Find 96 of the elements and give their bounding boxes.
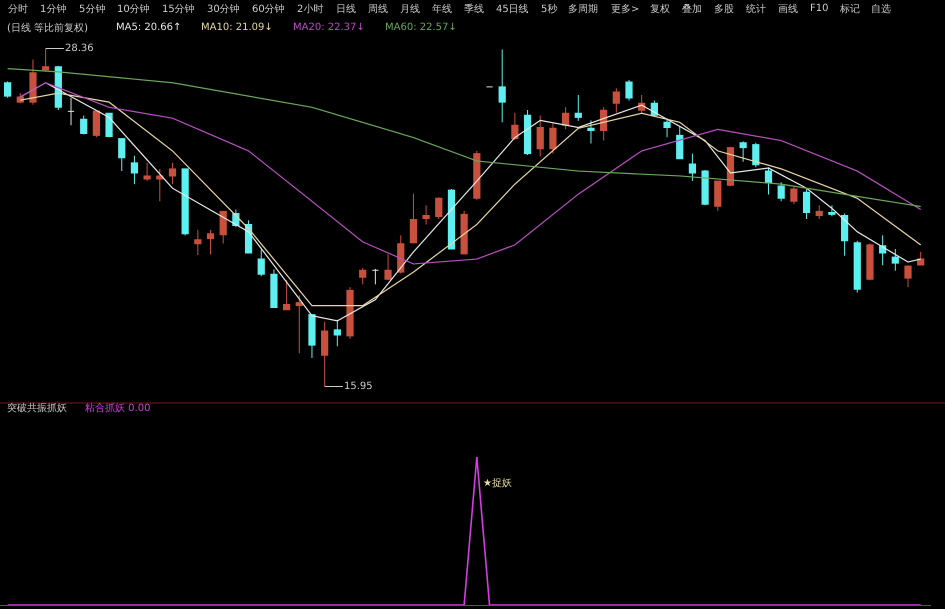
candlestick	[587, 120, 595, 144]
candlestick	[92, 110, 100, 138]
text: F10	[810, 3, 828, 14]
candlestick	[168, 162, 176, 185]
annotation: 15.95	[344, 381, 373, 392]
text: 叠加	[682, 3, 702, 15]
candlestick	[410, 193, 418, 244]
candlestick	[562, 106, 570, 130]
text: 粘合抓妖 0.00	[85, 402, 150, 414]
candlestick	[4, 80, 12, 98]
candlestick	[346, 286, 354, 340]
text: MA60: 22.57↓	[385, 22, 457, 33]
candlestick	[182, 168, 189, 236]
candlestick	[840, 213, 848, 256]
text: 30分钟	[207, 3, 240, 15]
text: 自选	[871, 3, 891, 15]
candlestick	[270, 268, 278, 308]
candlestick	[701, 169, 709, 206]
candlestick	[511, 112, 518, 140]
candlestick	[156, 168, 164, 202]
candlestick	[384, 254, 392, 281]
text: 日线	[336, 3, 356, 15]
text: 复权	[650, 3, 670, 15]
text: 60分钟	[252, 3, 285, 15]
candlestick	[258, 249, 265, 277]
candlestick	[625, 80, 633, 101]
text: 更多>	[611, 3, 640, 15]
annotation: 28.36	[65, 43, 94, 54]
text: 15分钟	[162, 3, 195, 15]
candlestick	[206, 229, 214, 255]
text: 周线	[368, 3, 388, 15]
candlestick	[422, 204, 430, 225]
candlestick	[524, 110, 532, 156]
candlestick	[764, 166, 772, 195]
candlestick	[790, 186, 798, 205]
candlestick	[549, 123, 557, 154]
text: 10分钟	[117, 3, 150, 15]
candlestick	[334, 319, 341, 347]
candlestick	[80, 114, 88, 136]
candlestick	[612, 88, 620, 114]
text: MA5: 20.66↑	[116, 22, 182, 33]
candlestick	[663, 118, 671, 138]
text: 1分钟	[40, 3, 66, 15]
candlestick	[740, 140, 747, 162]
text: MA10: 21.09↓	[201, 22, 273, 33]
candlestick	[752, 142, 760, 168]
candlestick	[714, 180, 722, 212]
candlestick	[194, 229, 202, 256]
candlestick	[460, 210, 468, 255]
text: 5分钟	[79, 3, 106, 15]
chart-title: (日线 等比前复权)	[7, 22, 88, 34]
candlestick	[435, 196, 442, 220]
candlestick	[448, 188, 456, 250]
candlestick	[574, 94, 582, 122]
text: 2小时	[297, 3, 324, 15]
text: MA20: 22.37↓	[293, 22, 365, 33]
candlestick	[778, 182, 785, 202]
candlestick	[854, 240, 861, 294]
candlestick	[42, 48, 50, 72]
candlestick	[130, 155, 138, 185]
candlestick	[676, 126, 684, 160]
candlestick	[372, 268, 379, 285]
text: 年线	[432, 3, 452, 15]
text: 多周期	[568, 3, 598, 15]
text: 月线	[400, 3, 420, 15]
candlestick	[220, 210, 227, 244]
candlestick	[283, 280, 290, 311]
text: 多股	[714, 3, 734, 15]
candlestick	[904, 264, 912, 288]
candlestick	[802, 188, 810, 220]
candlestick	[828, 204, 836, 217]
candlestick	[296, 295, 303, 354]
candlestick	[118, 138, 126, 172]
candlestick	[144, 162, 151, 182]
candlestick	[473, 150, 480, 200]
candlestick	[67, 98, 75, 126]
candlestick	[498, 49, 506, 123]
candlestick	[816, 204, 823, 220]
candlestick	[321, 321, 328, 388]
candlestick	[536, 114, 544, 157]
chart-title: 突破共振抓妖	[7, 402, 67, 414]
candlestick	[308, 314, 316, 358]
candlestick	[688, 153, 696, 182]
candlestick	[359, 268, 366, 285]
text: 标记	[839, 3, 860, 15]
text: 5秒	[541, 3, 558, 15]
annotation: ★捉妖	[483, 477, 512, 489]
candlestick	[29, 59, 37, 106]
text: 统计	[746, 3, 766, 15]
text: 季线	[464, 3, 484, 15]
text: 分时	[8, 3, 28, 15]
candlestick	[866, 243, 874, 281]
candlestick	[892, 248, 899, 272]
text: 45日线	[496, 3, 529, 15]
text: 画线	[778, 3, 798, 15]
candlestick	[917, 251, 924, 266]
